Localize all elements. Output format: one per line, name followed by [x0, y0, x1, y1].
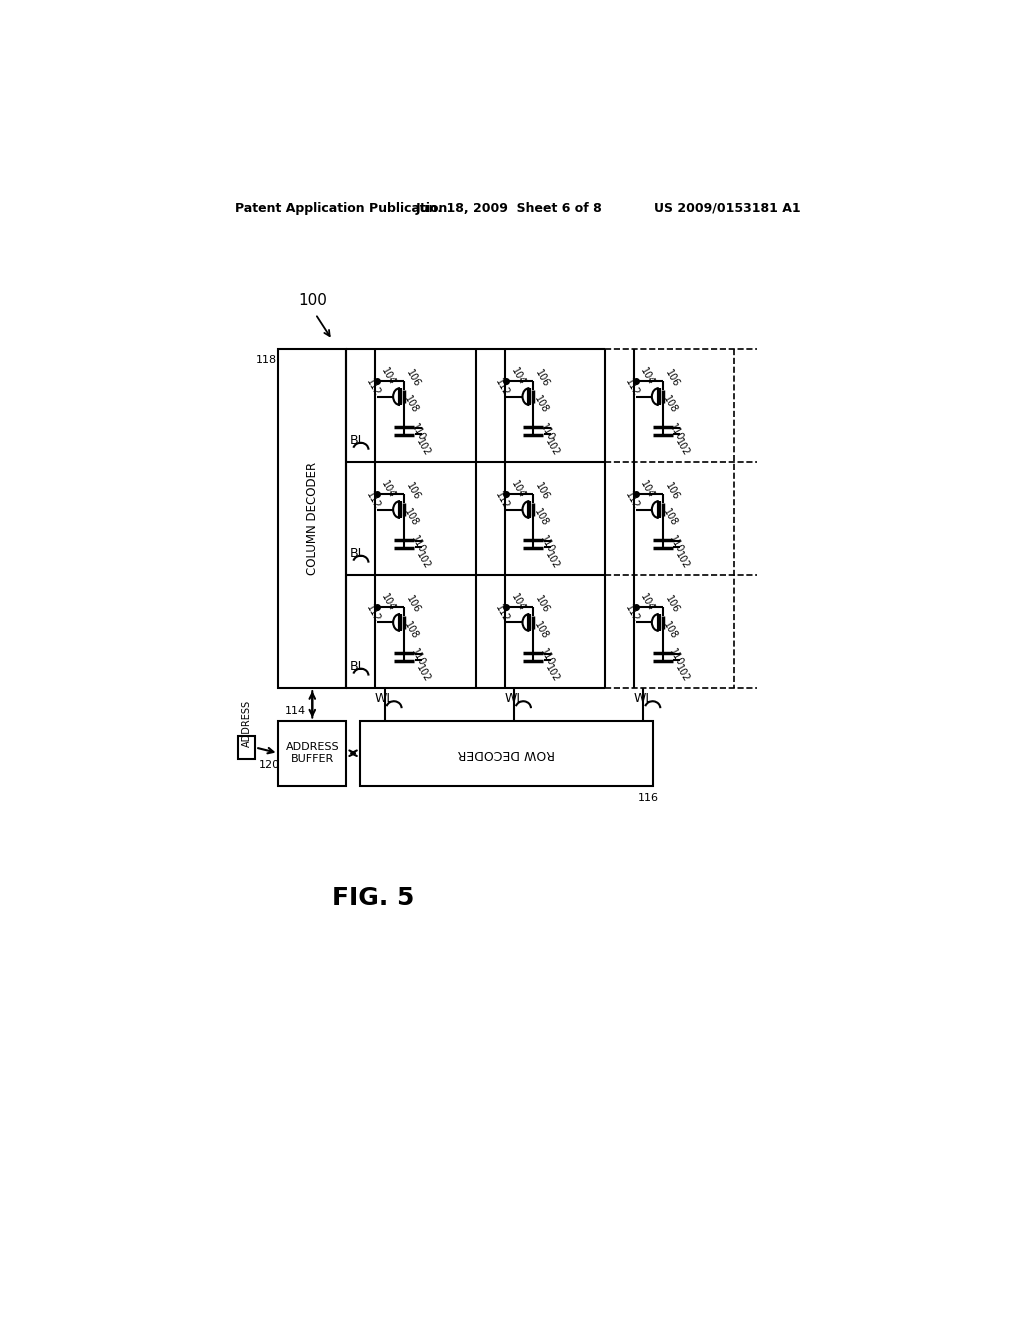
Text: 110: 110	[539, 421, 556, 442]
Text: 102: 102	[673, 663, 691, 684]
Text: 104: 104	[509, 366, 526, 387]
Bar	[239, 737, 255, 759]
Text: 112: 112	[623, 490, 641, 511]
Text: 104: 104	[509, 591, 526, 612]
Text: 104: 104	[380, 366, 397, 387]
Text: 104: 104	[638, 366, 656, 387]
Bar	[279, 721, 346, 785]
Text: US 2009/0153181 A1: US 2009/0153181 A1	[654, 202, 801, 215]
Text: 110: 110	[409, 647, 427, 668]
Text: 110: 110	[668, 647, 685, 668]
Text: 106: 106	[663, 594, 681, 614]
Text: 104: 104	[638, 479, 656, 500]
Bar	[279, 350, 346, 688]
Text: 106: 106	[534, 368, 552, 388]
Text: 102: 102	[673, 550, 691, 570]
Text: Jun. 18, 2009  Sheet 6 of 8: Jun. 18, 2009 Sheet 6 of 8	[416, 202, 602, 215]
Text: 112: 112	[365, 490, 382, 511]
Text: 108: 108	[532, 619, 550, 640]
Text: 104: 104	[380, 591, 397, 612]
Text: 106: 106	[404, 480, 422, 502]
Text: 104: 104	[380, 479, 397, 500]
Text: 112: 112	[623, 603, 641, 624]
Text: 110: 110	[409, 421, 427, 442]
Text: 108: 108	[402, 619, 421, 640]
Text: 108: 108	[532, 393, 550, 414]
Text: 102: 102	[544, 437, 561, 458]
Text: 102: 102	[544, 663, 561, 684]
Text: 120: 120	[258, 760, 280, 770]
Text: 110: 110	[539, 535, 556, 556]
Text: 106: 106	[663, 480, 681, 502]
Bar	[360, 721, 652, 785]
Text: ROW DECODER: ROW DECODER	[458, 747, 555, 760]
Text: 112: 112	[365, 603, 382, 624]
Text: 108: 108	[662, 619, 679, 640]
Text: 108: 108	[662, 507, 679, 528]
Text: 108: 108	[532, 507, 550, 528]
Text: 112: 112	[494, 376, 511, 397]
Text: 110: 110	[539, 647, 556, 668]
Text: 102: 102	[544, 550, 561, 570]
Text: 112: 112	[494, 603, 511, 624]
Text: 118: 118	[256, 355, 276, 366]
Text: 102: 102	[414, 437, 432, 458]
Text: 110: 110	[668, 535, 685, 556]
Text: 112: 112	[365, 376, 382, 397]
Text: 106: 106	[404, 368, 422, 388]
Text: FIG. 5: FIG. 5	[332, 886, 415, 909]
Text: 106: 106	[663, 368, 681, 388]
Text: 102: 102	[673, 437, 691, 458]
Text: 106: 106	[404, 594, 422, 614]
Text: 112: 112	[623, 376, 641, 397]
Text: 104: 104	[509, 479, 526, 500]
Text: COLUMN DECODER: COLUMN DECODER	[306, 462, 318, 576]
Text: 112: 112	[494, 490, 511, 511]
Text: BL: BL	[350, 660, 366, 673]
Text: 110: 110	[668, 421, 685, 442]
Text: WL: WL	[375, 692, 394, 705]
Text: 114: 114	[285, 706, 306, 717]
Text: ADDRESS
BUFFER: ADDRESS BUFFER	[286, 742, 339, 764]
Text: 108: 108	[402, 393, 421, 414]
Text: 104: 104	[638, 591, 656, 612]
Text: 102: 102	[414, 550, 432, 570]
Text: 102: 102	[414, 663, 432, 684]
Text: 106: 106	[534, 480, 552, 502]
Text: WL: WL	[634, 692, 653, 705]
Text: 108: 108	[402, 507, 421, 528]
Text: ADDRESS: ADDRESS	[242, 700, 252, 747]
Text: 110: 110	[409, 535, 427, 556]
Text: BL: BL	[350, 546, 366, 560]
Text: WL: WL	[505, 692, 523, 705]
Text: Patent Application Publication: Patent Application Publication	[234, 202, 446, 215]
Text: 100: 100	[298, 293, 328, 309]
Text: BL: BL	[350, 434, 366, 447]
Text: 106: 106	[534, 594, 552, 614]
Text: 108: 108	[662, 393, 679, 414]
Text: 116: 116	[638, 793, 659, 804]
